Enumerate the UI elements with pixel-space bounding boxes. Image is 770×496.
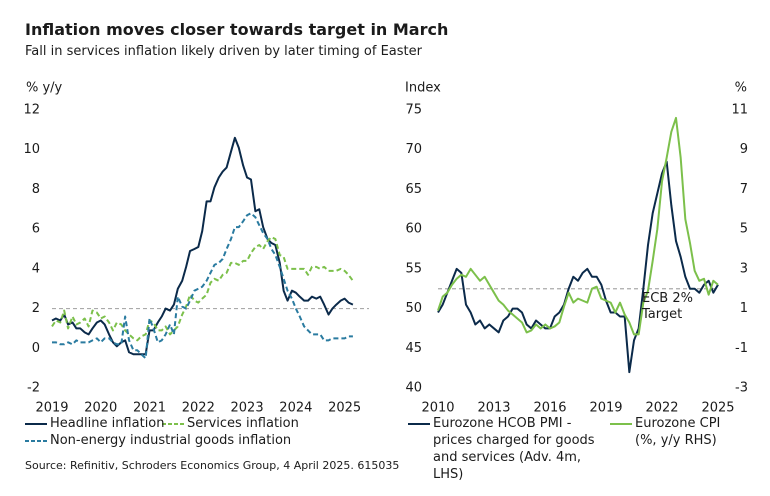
y-tick-label: 70	[405, 142, 422, 157]
y2-tick-label: 3	[740, 261, 748, 276]
x-tick-label: 2013	[477, 401, 510, 416]
y-tick-label: 60	[405, 222, 422, 237]
x-tick-label: 2024	[279, 401, 312, 416]
legend-label: Eurozone HCOB PMI - prices charged for g…	[433, 416, 595, 482]
y2-tick-label: 5	[740, 222, 748, 237]
y-tick-label: 10	[23, 142, 40, 157]
series-line	[437, 116, 719, 336]
x-tick-label: 2025	[701, 401, 734, 416]
y-axis-label: % y/y	[26, 81, 63, 96]
y-tick-label: 75	[405, 103, 422, 118]
x-tick-label: 2019	[35, 401, 68, 416]
y-tick-label: 8	[32, 182, 40, 197]
annotation: Target	[641, 307, 682, 322]
y2-tick-label: 1	[740, 301, 748, 316]
y2-tick-label: 11	[731, 103, 748, 118]
x-tick-label: 2019	[589, 401, 622, 416]
y-tick-label: 40	[405, 381, 422, 396]
x-tick-label: 2021	[133, 401, 166, 416]
series-line	[437, 160, 719, 374]
y-tick-label: 12	[23, 103, 40, 118]
x-tick-label: 2016	[533, 401, 566, 416]
y-tick-label: 50	[405, 301, 422, 316]
y-tick-label: 6	[32, 222, 40, 237]
legend-label: Eurozone CPI (%, y/y RHS)	[635, 416, 721, 448]
x-tick-label: 2010	[421, 401, 454, 416]
series-line	[51, 136, 354, 356]
y-tick-label: 4	[32, 261, 40, 276]
y2-tick-label: -1	[735, 341, 748, 356]
title: Inflation moves closer towards target in…	[25, 20, 449, 39]
legend-label: Non-energy industrial goods inflation	[50, 433, 292, 448]
y-tick-label: 55	[405, 261, 422, 276]
y-tick-label: 45	[405, 341, 422, 356]
y2-tick-label: 9	[740, 142, 748, 157]
x-tick-label: 2023	[231, 401, 264, 416]
x-tick-label: 2020	[84, 401, 117, 416]
y2-tick-label: 7	[740, 182, 748, 197]
x-tick-label: 2025	[328, 401, 361, 416]
x-tick-label: 2022	[645, 401, 678, 416]
y-tick-label: 65	[405, 182, 422, 197]
y-tick-label: 2	[32, 301, 40, 316]
source: Source: Refinitiv, Schroders Economics G…	[25, 459, 400, 472]
legend-label: Services inflation	[187, 416, 299, 431]
y-tick-label: -2	[27, 381, 40, 396]
y-tick-label: 0	[32, 341, 40, 356]
subtitle: Fall in services inflation likely driven…	[25, 44, 422, 59]
y-axis-label: Index	[405, 81, 441, 96]
x-tick-label: 2022	[182, 401, 215, 416]
annotation: ECB 2%	[642, 291, 693, 306]
legend-label: Headline inflation	[50, 416, 165, 431]
y2-tick-label: -3	[735, 381, 748, 396]
series-line	[52, 212, 353, 360]
y2-axis-label: %	[735, 81, 747, 96]
series-line	[51, 236, 354, 342]
